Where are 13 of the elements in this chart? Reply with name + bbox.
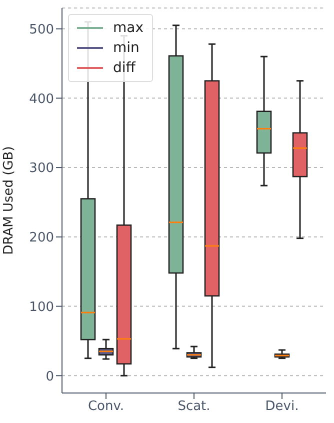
x-tick-label: Conv. <box>88 399 124 414</box>
legend-label: diff <box>113 59 136 78</box>
legend-label: max <box>113 19 144 38</box>
y-tick-label: 100 <box>29 300 54 315</box>
y-tick-label: 300 <box>29 161 54 176</box>
y-tick-label: 400 <box>29 92 54 107</box>
x-tick-label: Devi. <box>265 399 299 414</box>
y-axis-title: DRAM Used (GB) <box>2 146 17 255</box>
legend-label: min <box>113 39 140 58</box>
y-tick-label: 200 <box>29 230 54 246</box>
y-tick-label: 0 <box>46 369 54 384</box>
y-tick-label: 500 <box>29 22 54 38</box>
x-tick-label: Scat. <box>178 399 210 414</box>
